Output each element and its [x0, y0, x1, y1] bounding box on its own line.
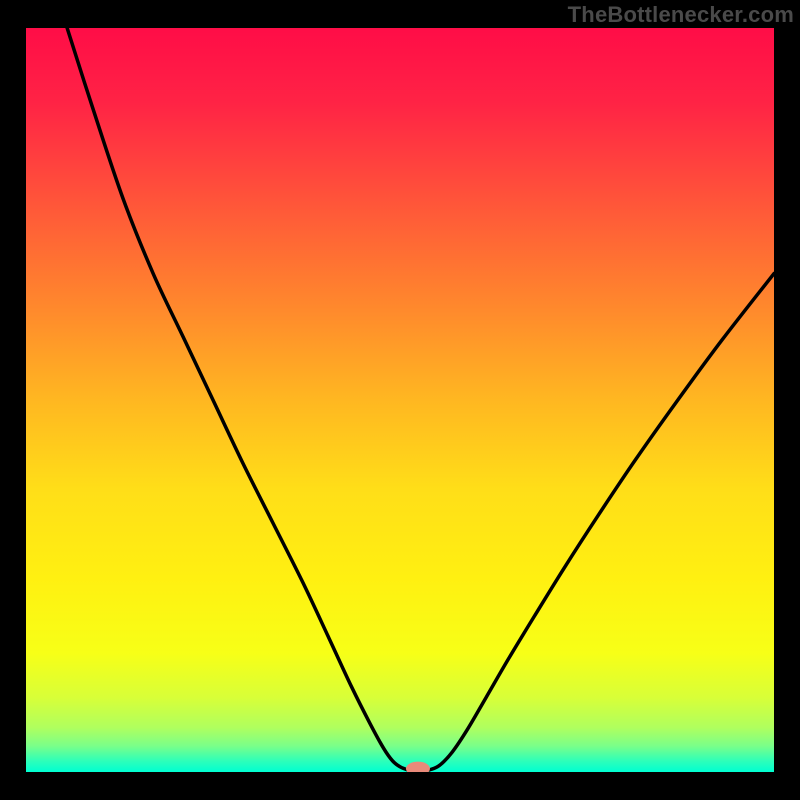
watermark-text: TheBottlenecker.com: [568, 2, 794, 28]
chart-container: TheBottlenecker.com: [0, 0, 800, 800]
minimum-marker: [406, 762, 430, 772]
plot-area: [26, 28, 774, 772]
bottleneck-curve: [26, 28, 774, 772]
